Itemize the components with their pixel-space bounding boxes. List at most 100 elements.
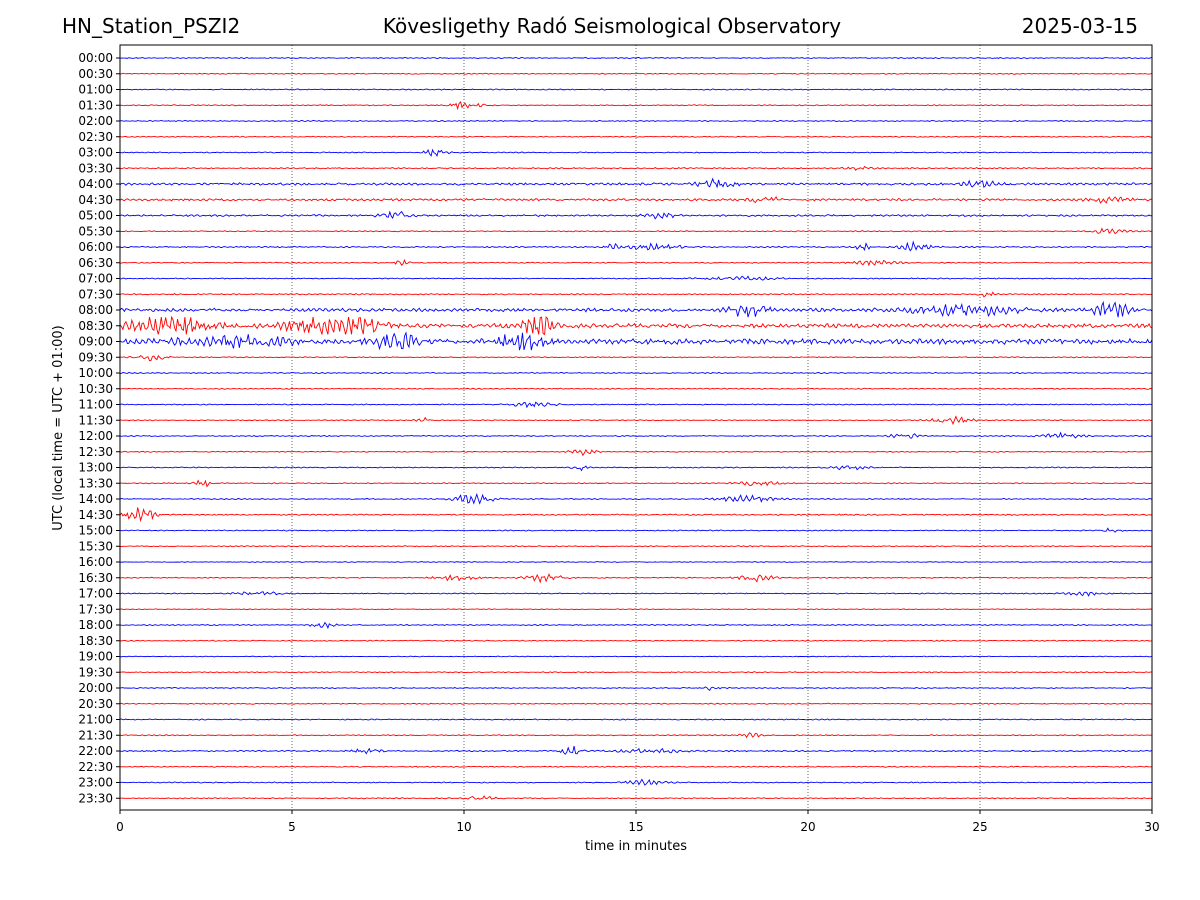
- y-tick-label: 08:30: [78, 319, 113, 333]
- trace-line: [119, 72, 1153, 75]
- trace-line: [119, 561, 1153, 563]
- trace-line: [119, 718, 1153, 721]
- trace-line: [119, 591, 1153, 597]
- y-tick-label: 10:00: [78, 366, 113, 380]
- station-name: HN_Station_PSZI2: [62, 14, 241, 38]
- trace-line: [119, 401, 1153, 409]
- y-tick-label: 16:30: [78, 571, 113, 585]
- x-tick-label: 0: [116, 820, 124, 834]
- x-tick-label: 20: [800, 820, 815, 834]
- trace-line: [119, 258, 1153, 267]
- trace-line: [119, 608, 1153, 611]
- y-tick-label: 05:00: [78, 209, 113, 223]
- x-axis-label: time in minutes: [585, 839, 687, 854]
- trace-line: [119, 765, 1153, 768]
- trace-line: [119, 702, 1153, 705]
- x-axis-ticks: 0 5 10 15 20 25 30: [116, 810, 1160, 834]
- y-tick-label: 19:30: [78, 665, 113, 679]
- y-axis-label: UTC (local time = UTC + 01:00): [51, 325, 66, 530]
- trace-line: [119, 448, 1153, 457]
- y-tick-label: 23:00: [78, 776, 113, 790]
- trace-line: [119, 227, 1153, 235]
- y-tick-label: 04:30: [78, 193, 113, 207]
- y-tick-label: 11:00: [78, 398, 113, 412]
- x-tick-label: 5: [288, 820, 296, 834]
- y-tick-label: 15:30: [78, 539, 113, 553]
- y-tick-label: 10:30: [78, 382, 113, 396]
- trace-line: [119, 465, 1153, 472]
- y-tick-label: 00:30: [78, 67, 113, 81]
- trace-line: [119, 686, 1153, 691]
- y-tick-label: 12:30: [78, 445, 113, 459]
- y-tick-label: 18:30: [78, 634, 113, 648]
- trace-line: [119, 135, 1153, 138]
- y-tick-label: 01:00: [78, 83, 113, 97]
- trace-line: [119, 300, 1153, 318]
- y-tick-label: 23:30: [78, 791, 113, 805]
- trace-line: [119, 492, 1153, 505]
- y-tick-label: 22:00: [78, 744, 113, 758]
- trace-line: [119, 746, 1153, 755]
- y-tick-label: 17:00: [78, 587, 113, 601]
- trace-line: [119, 415, 1153, 426]
- y-tick-label: 22:30: [78, 760, 113, 774]
- y-tick-label: 20:30: [78, 697, 113, 711]
- trace-line: [119, 545, 1153, 548]
- seismic-traces: [119, 56, 1153, 800]
- chart-date: 2025-03-15: [1021, 14, 1138, 38]
- trace-line: [119, 573, 1153, 584]
- y-tick-label: 05:30: [78, 224, 113, 238]
- y-tick-label: 06:00: [78, 240, 113, 254]
- y-tick-label: 02:30: [78, 130, 113, 144]
- y-tick-label: 08:00: [78, 303, 113, 317]
- y-tick-label: 21:00: [78, 713, 113, 727]
- trace-line: [119, 210, 1153, 220]
- y-tick-label: 09:30: [78, 350, 113, 364]
- x-tick-label: 10: [456, 820, 471, 834]
- y-tick-label: 14:00: [78, 492, 113, 506]
- y-tick-label: 12:00: [78, 429, 113, 443]
- x-tick-label: 30: [1144, 820, 1159, 834]
- y-tick-label: 13:00: [78, 461, 113, 475]
- trace-line: [119, 275, 1153, 281]
- trace-line: [119, 671, 1153, 674]
- y-tick-label: 06:30: [78, 256, 113, 270]
- trace-line: [119, 795, 1153, 800]
- grid-lines: [291, 45, 981, 810]
- y-tick-label: 01:30: [78, 98, 113, 112]
- chart-title: Kövesligethy Radó Seismological Observat…: [382, 14, 842, 38]
- trace-line: [119, 119, 1153, 123]
- trace-line: [119, 240, 1153, 252]
- y-tick-label: 03:00: [78, 146, 113, 160]
- trace-line: [119, 431, 1153, 439]
- trace-line: [119, 778, 1153, 786]
- y-tick-label: 09:00: [78, 335, 113, 349]
- y-tick-label: 21:30: [78, 728, 113, 742]
- trace-line: [119, 196, 1153, 204]
- trace-line: [119, 479, 1153, 488]
- trace-line: [119, 291, 1153, 298]
- y-tick-label: 07:30: [78, 287, 113, 301]
- trace-line: [119, 732, 1153, 739]
- trace-line: [119, 527, 1153, 533]
- y-tick-label: 20:00: [78, 681, 113, 695]
- trace-line: [119, 371, 1153, 375]
- trace-line: [119, 655, 1153, 658]
- trace-line: [119, 621, 1153, 630]
- y-tick-label: 07:00: [78, 272, 113, 286]
- y-tick-label: 02:00: [78, 114, 113, 128]
- y-tick-label: 03:30: [78, 161, 113, 175]
- y-tick-label: 11:30: [78, 413, 113, 427]
- y-tick-label: 18:00: [78, 618, 113, 632]
- x-tick-label: 25: [972, 820, 987, 834]
- y-tick-label: 19:00: [78, 650, 113, 664]
- trace-line: [120, 639, 1153, 642]
- trace-line: [119, 56, 1153, 60]
- y-tick-label: 16:00: [78, 555, 113, 569]
- trace-line: [119, 315, 1153, 336]
- trace-line: [119, 88, 1153, 91]
- trace-line: [119, 507, 1153, 523]
- y-tick-label: 00:00: [78, 51, 113, 65]
